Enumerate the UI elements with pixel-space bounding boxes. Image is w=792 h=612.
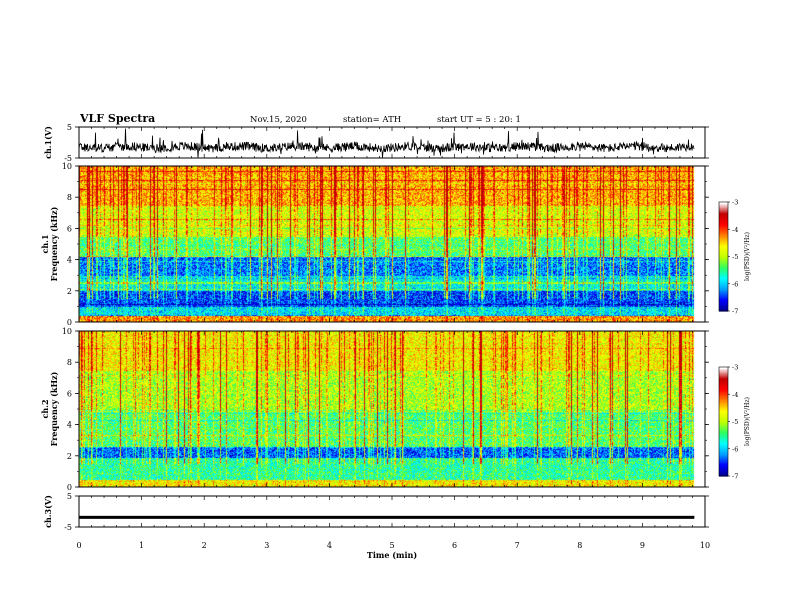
x-tick-label: 6: [452, 541, 457, 550]
y-axis-label: ch.3(V): [43, 495, 53, 528]
x-tick-label: 5: [389, 541, 394, 550]
colorbar-tick-label: -7: [732, 473, 738, 481]
y-tick-label: 4: [67, 256, 72, 265]
date-label: Nov.15, 2020: [250, 115, 307, 125]
ch1-waveform-panel: 5 -5 ch.1(V): [43, 123, 709, 163]
panel-frame: [78, 495, 706, 528]
colorbar-tick-label: -4: [732, 391, 738, 399]
ch3-waveform-panel: 5 -5 ch.3(V): [43, 492, 709, 532]
x-tick-label: 10: [700, 541, 710, 550]
colorbar-tick-label: -4: [732, 226, 738, 234]
ch2-colorbar: -3 -4 -5 -6 -7 log(PSD)(V²/Hz): [718, 364, 751, 481]
x-tick-label: 8: [577, 541, 582, 550]
colorbar-label: log(PSD)(V²/Hz): [744, 232, 751, 281]
x-tick-label: 0: [76, 541, 81, 550]
figure-title: VLF Spectra: [79, 112, 155, 125]
y-tick-label: 5: [67, 492, 72, 501]
y-tick-label: 10: [62, 327, 72, 336]
ch1-spectrogram-panel: 0 2 4 6 8 10 ch.1 Frequency (kHz): [40, 162, 709, 327]
y-tick-label: 6: [67, 389, 72, 398]
y-tick-label: 0: [67, 483, 72, 492]
colorbar-tick-label: -6: [732, 280, 738, 288]
colorbar-tick-label: -3: [732, 199, 738, 207]
colorbar-tick-label: -5: [732, 418, 738, 426]
x-tick-label: 2: [202, 541, 207, 550]
colorbar-tick-label: -6: [732, 445, 738, 453]
colorbar-tick-label: -3: [732, 364, 738, 372]
x-tick-label: 3: [264, 541, 269, 550]
y-tick-label: 5: [67, 123, 72, 132]
y-tick-label: 4: [67, 421, 72, 430]
colorbar-tick-label: -5: [732, 253, 738, 261]
colorbar-label: log(PSD)(V²/Hz): [744, 397, 751, 446]
colorbar-tick-label: -7: [732, 308, 738, 316]
x-tick-label: 1: [139, 541, 144, 550]
y-axis-label: Frequency (kHz): [49, 371, 59, 446]
y-tick-label: -5: [64, 523, 72, 532]
x-tick-label: 7: [515, 541, 520, 550]
y-tick-label: 10: [62, 162, 72, 171]
start-ut-label: start UT = 5 : 20: 1: [437, 115, 521, 125]
x-tick-label: 4: [327, 541, 332, 550]
y-axis-label: ch.1(V): [43, 126, 53, 159]
y-tick-label: 0: [67, 318, 72, 327]
panel-frame: [78, 126, 706, 159]
x-tick-label: 9: [640, 541, 645, 550]
y-tick-label: 2: [67, 287, 72, 296]
station-label: station= ATH: [343, 115, 401, 125]
ch2-spectrogram-panel: 0 2 4 6 8 10 ch.2 Frequency (kHz): [40, 327, 709, 492]
y-axis-label: ch.1: [40, 234, 50, 253]
ch1-colorbar: -3 -4 -5 -6 -7 log(PSD)(V²/Hz): [718, 199, 751, 316]
y-axis-label: Frequency (kHz): [49, 206, 59, 281]
y-tick-label: 6: [67, 224, 72, 233]
y-tick-label: 8: [67, 358, 72, 367]
spectrogram-heatmap: [79, 331, 705, 487]
time-axis: 0 1 2 3 4 5 6 7 8 9 10: [76, 541, 710, 550]
x-axis-label: Time (min): [367, 550, 417, 560]
y-tick-label: 2: [67, 452, 72, 461]
y-tick-label: -5: [64, 154, 72, 163]
spectrogram-heatmap: [79, 166, 705, 322]
waveform-trace: [79, 515, 695, 519]
y-axis-label: ch.2: [40, 399, 50, 418]
waveform-trace: [79, 128, 695, 158]
y-tick-label: 8: [67, 193, 72, 202]
